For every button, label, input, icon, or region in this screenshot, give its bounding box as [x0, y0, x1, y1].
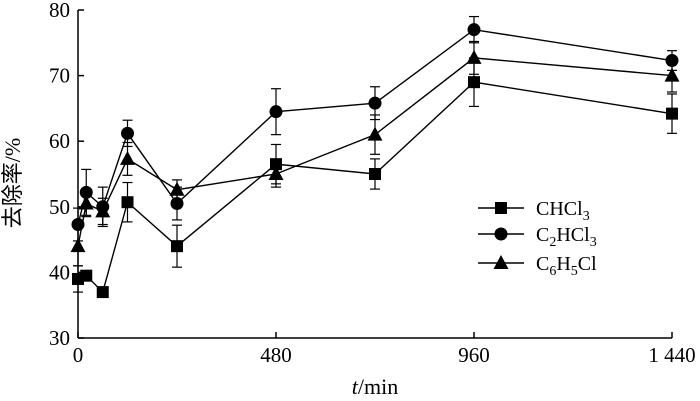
data-point — [170, 197, 184, 211]
y-axis-label: 去除率/% — [0, 138, 25, 228]
series-triangle — [70, 40, 680, 267]
ticks: 30 40 50 60 70 80 0 480 960 1 440 — [49, 0, 696, 367]
legend-entry-circle: C2HCl3 — [478, 224, 597, 250]
data-point — [664, 67, 680, 82]
legend-label: CHCl3 — [536, 198, 590, 224]
legend-marker — [493, 255, 509, 269]
data-point — [80, 269, 93, 282]
legend-marker — [494, 227, 508, 241]
data-point — [268, 166, 284, 180]
legend-entry-square: CHCl3 — [478, 198, 590, 224]
y-tick-label: 30 — [49, 326, 70, 350]
y-tick-label: 80 — [49, 0, 70, 22]
data-point — [121, 196, 134, 209]
x-tick-label: 1 440 — [648, 343, 695, 367]
x-tick-label: 960 — [458, 343, 490, 367]
x-axis-label-rest: /min — [358, 374, 398, 399]
legend-marker — [495, 202, 507, 214]
legend-label: C2HCl3 — [536, 224, 597, 250]
series-layer — [70, 15, 680, 299]
data-point — [121, 126, 134, 140]
data-point — [70, 238, 86, 253]
x-tick-label: 480 — [260, 343, 292, 367]
legend-label: C6H5Cl — [536, 253, 597, 279]
data-point — [467, 23, 481, 37]
data-point — [169, 181, 185, 196]
data-point — [95, 203, 111, 218]
y-tick-label: 70 — [49, 64, 70, 88]
data-point — [269, 105, 283, 119]
data-point — [120, 150, 135, 165]
data-point — [78, 195, 94, 210]
x-axis-label-italic: t — [352, 374, 359, 399]
legend-entry-triangle: C6H5Cl — [478, 253, 597, 279]
x-axis-label: t/min — [352, 374, 398, 399]
x-tick-label: 0 — [73, 343, 84, 367]
data-point — [171, 240, 183, 253]
y-tick-label: 50 — [49, 195, 70, 219]
y-tick-label: 60 — [49, 129, 70, 153]
y-tick-label: 40 — [49, 260, 70, 284]
data-point — [468, 76, 480, 89]
data-point — [368, 96, 382, 110]
data-point — [96, 286, 109, 299]
data-point — [369, 168, 381, 180]
data-point — [367, 126, 383, 141]
data-point — [466, 49, 482, 64]
data-point — [666, 107, 678, 120]
